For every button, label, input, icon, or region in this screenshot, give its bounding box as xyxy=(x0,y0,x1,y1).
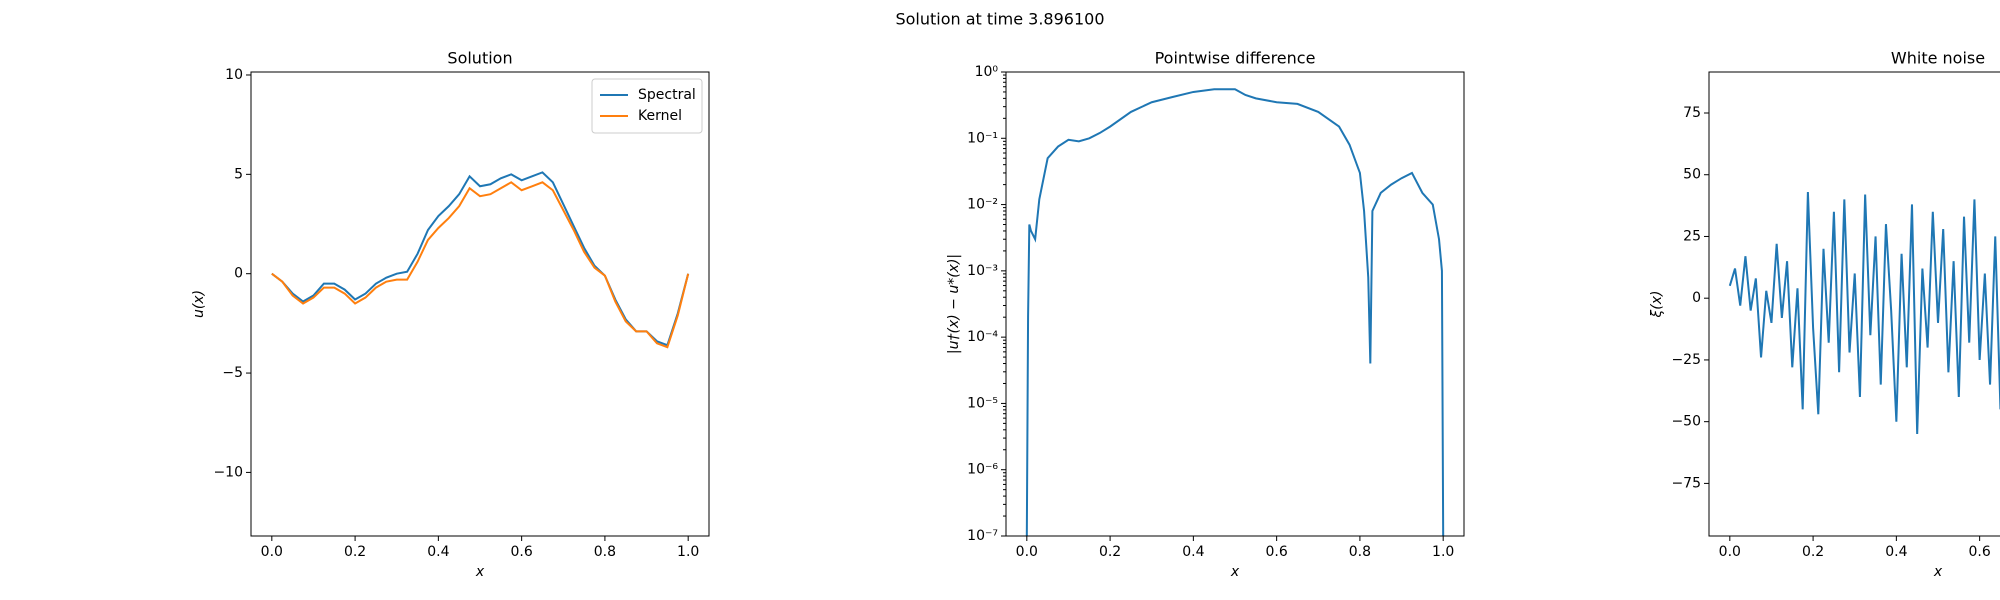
chart-title: White noise xyxy=(1891,49,1985,68)
y-axis-label: |u†(x) − u*(x)| xyxy=(946,254,962,354)
y-tick-label: 10⁻³ xyxy=(967,263,998,279)
axes-frame xyxy=(1708,71,2000,537)
x-tick-label: 1.0 xyxy=(1432,544,1454,560)
legend-label: Spectral xyxy=(638,87,696,103)
y-axis-label: u(x) xyxy=(191,290,207,318)
y-tick-label: −75 xyxy=(1671,475,1701,491)
series-line xyxy=(271,181,690,349)
x-tick-label: 0.2 xyxy=(1802,544,1824,560)
y-tick-label: 10⁻⁷ xyxy=(967,528,998,544)
series-line xyxy=(1025,88,1445,536)
y-tick-label: 0 xyxy=(1692,290,1701,306)
y-tick-label: −25 xyxy=(1671,352,1701,368)
figure-title: Solution at time 3.896100 xyxy=(895,10,1104,29)
x-tick-label: 0.8 xyxy=(1349,544,1371,560)
y-tick-label: 25 xyxy=(1683,228,1701,244)
x-tick-label: 0.0 xyxy=(1719,544,1741,560)
x-tick-label: 0.2 xyxy=(344,544,366,560)
y-axis-label: ξ(x) xyxy=(1649,290,1665,318)
x-axis-label: x xyxy=(1933,564,1943,580)
axes-frame xyxy=(1005,71,1465,537)
x-tick-label: 0.6 xyxy=(1266,544,1288,560)
series-line xyxy=(1728,191,2000,435)
y-tick-label: 10⁰ xyxy=(975,64,999,80)
y-tick-label: 10⁻¹ xyxy=(967,130,998,146)
y-tick-label: −50 xyxy=(1671,414,1701,430)
x-tick-label: 0.6 xyxy=(511,544,533,560)
axes-frame xyxy=(250,71,710,537)
y-tick-label: 10⁻⁶ xyxy=(967,462,998,478)
x-tick-label: 0.0 xyxy=(261,544,283,560)
x-tick-label: 0.4 xyxy=(427,544,449,560)
x-axis-label: x xyxy=(1230,564,1240,580)
legend-label: Kernel xyxy=(638,108,682,124)
y-tick-label: 10⁻² xyxy=(967,197,998,213)
x-tick-label: 1.0 xyxy=(677,544,699,560)
y-tick-label: 50 xyxy=(1683,167,1701,183)
x-tick-label: 0.4 xyxy=(1885,544,1907,560)
y-tick-label: 0 xyxy=(234,266,243,282)
y-tick-label: 10 xyxy=(225,67,243,83)
x-tick-label: 0.2 xyxy=(1099,544,1121,560)
chart-title: Solution xyxy=(447,49,512,68)
x-tick-label: 0.4 xyxy=(1182,544,1204,560)
y-tick-label: −5 xyxy=(222,365,243,381)
x-tick-label: 0.8 xyxy=(594,544,616,560)
y-tick-label: 10⁻⁵ xyxy=(967,395,998,411)
y-tick-label: 75 xyxy=(1683,105,1701,121)
legend-box xyxy=(591,78,703,134)
x-tick-label: 0.0 xyxy=(1016,544,1038,560)
chart-title: Pointwise difference xyxy=(1155,49,1316,68)
x-tick-label: 0.6 xyxy=(1969,544,1991,560)
x-axis-label: x xyxy=(475,564,485,580)
y-tick-label: 5 xyxy=(234,166,243,182)
y-tick-label: −10 xyxy=(213,464,243,480)
y-tick-label: 10⁻⁴ xyxy=(967,329,998,345)
